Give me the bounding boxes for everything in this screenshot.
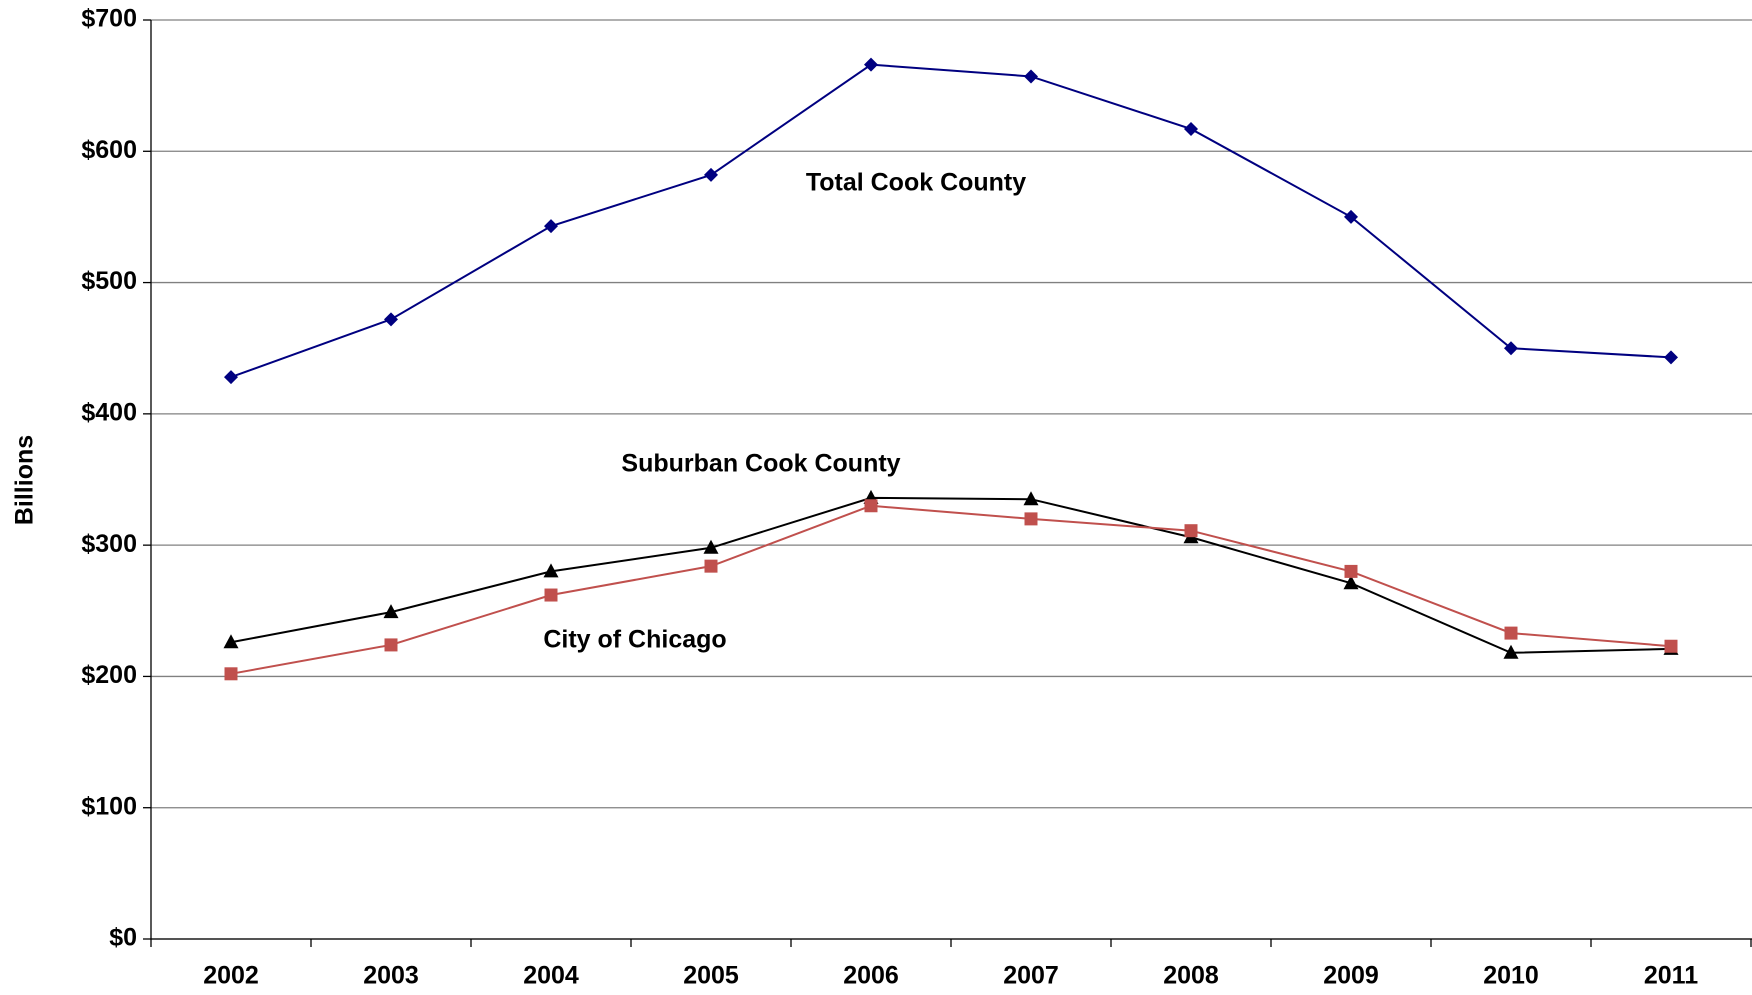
x-tick-label: 2010	[1483, 962, 1539, 990]
marker	[544, 588, 558, 602]
marker	[1503, 644, 1519, 659]
y-tick-label: $200	[81, 661, 137, 689]
marker	[704, 559, 718, 573]
y-tick-label: $100	[81, 792, 137, 820]
y-axis-label: Billions	[11, 435, 39, 525]
marker	[543, 563, 559, 578]
marker	[1664, 639, 1678, 653]
x-tick-label: 2011	[1644, 962, 1698, 990]
marker	[224, 370, 238, 385]
marker	[384, 312, 398, 327]
marker	[1664, 350, 1678, 365]
marker	[1344, 209, 1358, 224]
x-tick-label: 2005	[683, 962, 739, 990]
x-tick-label: 2009	[1323, 962, 1379, 990]
marker	[384, 638, 398, 652]
y-tick-label: $700	[81, 5, 137, 33]
marker	[864, 499, 878, 513]
marker	[704, 167, 718, 182]
x-tick-label: 2008	[1163, 962, 1219, 990]
marker	[1023, 491, 1039, 506]
x-tick-label: 2002	[203, 962, 259, 990]
marker	[1344, 564, 1358, 578]
marker	[224, 667, 238, 681]
marker	[1024, 69, 1038, 84]
series-label: City of Chicago	[543, 626, 726, 654]
marker	[1504, 341, 1518, 356]
series-label: Suburban Cook County	[621, 450, 900, 478]
y-tick-label: $400	[81, 398, 137, 426]
series-line	[230, 504, 1672, 675]
series-label: Total Cook County	[806, 169, 1026, 197]
marker	[223, 634, 239, 649]
x-tick-label: 2004	[523, 962, 579, 990]
y-tick-label: $600	[81, 136, 137, 164]
marker	[383, 604, 399, 619]
marker	[1504, 626, 1518, 640]
marker	[544, 219, 558, 234]
x-tick-label: 2003	[363, 962, 419, 990]
series-line	[230, 63, 1672, 379]
x-tick-label: 2007	[1003, 962, 1059, 990]
y-tick-label: $300	[81, 530, 137, 558]
series-line	[230, 496, 1672, 654]
marker	[1024, 512, 1038, 526]
marker	[1343, 575, 1359, 590]
marker	[864, 57, 878, 72]
marker	[703, 539, 719, 554]
marker	[1184, 524, 1198, 538]
y-tick-label: $0	[109, 924, 137, 952]
y-tick-label: $500	[81, 267, 137, 295]
x-tick-label: 2006	[843, 962, 899, 990]
marker	[1184, 121, 1198, 136]
